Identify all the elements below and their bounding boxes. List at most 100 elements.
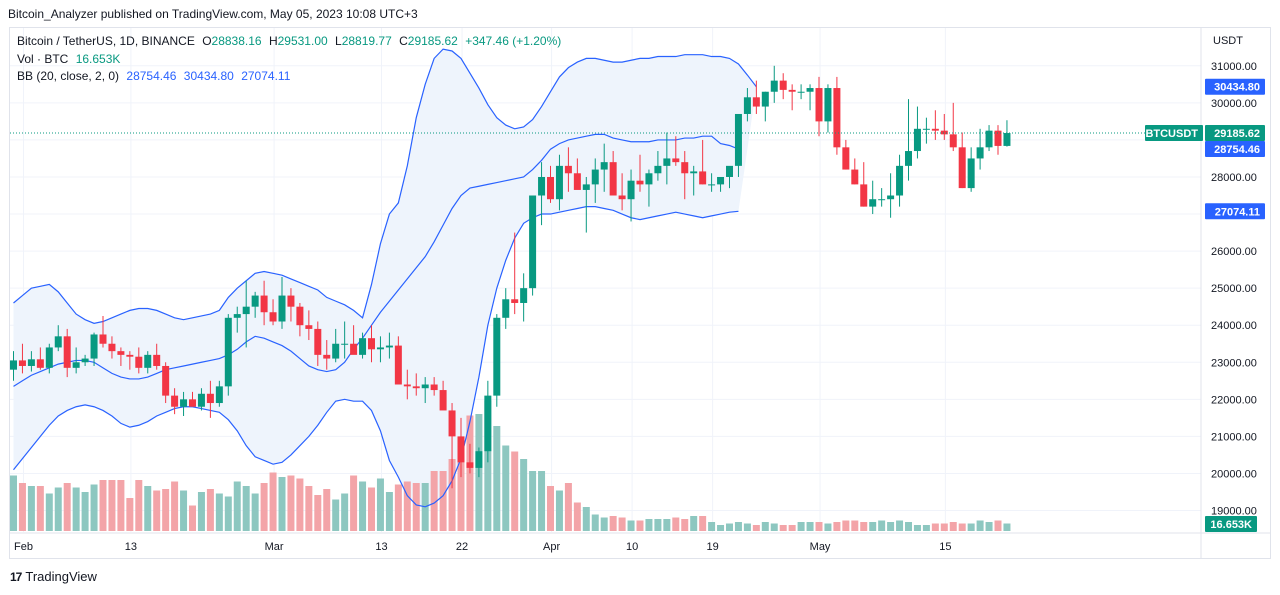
candle-body[interactable]	[726, 165, 733, 177]
candle-body[interactable]	[833, 88, 841, 148]
candle-body[interactable]	[394, 345, 402, 385]
candle-body[interactable]	[734, 113, 742, 166]
legend-bb-label[interactable]: BB (20, close, 2, 0)	[17, 69, 120, 83]
candle-body[interactable]	[457, 436, 465, 463]
candle-body[interactable]	[690, 171, 698, 174]
candle-body[interactable]	[242, 306, 250, 315]
candle-body[interactable]	[412, 386, 420, 389]
footer-brand[interactable]: 17 TradingView	[10, 569, 97, 584]
candle-body[interactable]	[806, 88, 814, 92]
candle-body[interactable]	[905, 151, 912, 166]
candle-body[interactable]	[305, 325, 313, 329]
candle-body[interactable]	[475, 451, 483, 468]
candle-body[interactable]	[108, 343, 116, 352]
candle-body[interactable]	[520, 288, 528, 303]
candle-body[interactable]	[72, 362, 80, 368]
candle-body[interactable]	[824, 88, 832, 122]
candle-body[interactable]	[699, 171, 707, 185]
candle-body[interactable]	[618, 195, 626, 200]
candle-body[interactable]	[484, 395, 492, 452]
candle-body[interactable]	[851, 169, 859, 185]
candle-body[interactable]	[99, 334, 107, 344]
candle-body[interactable]	[913, 128, 921, 152]
candle-body[interactable]	[206, 393, 214, 404]
candle-body[interactable]	[958, 147, 966, 189]
candle-body[interactable]	[564, 165, 572, 174]
candle-body[interactable]	[448, 410, 456, 437]
candle-body[interactable]	[323, 354, 331, 359]
candle-body[interactable]	[949, 134, 957, 148]
candle-body[interactable]	[90, 334, 98, 359]
candle-body[interactable]	[931, 128, 939, 131]
candle-body[interactable]	[45, 347, 53, 368]
candle-body[interactable]	[54, 336, 62, 348]
candle-body[interactable]	[421, 384, 429, 389]
candle-body[interactable]	[538, 176, 546, 196]
candle-body[interactable]	[663, 158, 671, 166]
candle-body[interactable]	[600, 162, 608, 170]
candle-body[interactable]	[627, 180, 635, 200]
candle-body[interactable]	[251, 295, 259, 307]
candle-body[interactable]	[1003, 133, 1011, 146]
candle-body[interactable]	[117, 351, 125, 355]
candle-body[interactable]	[609, 162, 617, 196]
candle-body[interactable]	[27, 359, 35, 366]
candle-body[interactable]	[439, 390, 447, 411]
candle-body[interactable]	[761, 91, 769, 107]
candle-body[interactable]	[547, 176, 554, 200]
candle-body[interactable]	[341, 343, 349, 345]
candle-body[interactable]	[215, 386, 223, 404]
candle-body[interactable]	[466, 462, 474, 468]
candle-body[interactable]	[717, 176, 725, 185]
candle-body[interactable]	[314, 328, 322, 355]
candle-body[interactable]	[555, 165, 563, 200]
candle-body[interactable]	[162, 365, 170, 396]
candle-body[interactable]	[135, 356, 143, 368]
candle-body[interactable]	[278, 295, 286, 322]
candle-body[interactable]	[233, 314, 241, 318]
candle-body[interactable]	[797, 91, 805, 93]
candle-body[interactable]	[788, 89, 796, 92]
candle-body[interactable]	[332, 343, 340, 359]
candle-body[interactable]	[180, 399, 188, 407]
candle-body[interactable]	[922, 128, 930, 130]
candle-body[interactable]	[359, 338, 367, 355]
candle-body[interactable]	[403, 384, 411, 387]
candle-body[interactable]	[529, 195, 537, 289]
candle-body[interactable]	[878, 199, 886, 201]
candle-body[interactable]	[350, 343, 358, 355]
candle-body[interactable]	[887, 195, 895, 200]
candle-body[interactable]	[770, 80, 778, 92]
candle-body[interactable]	[430, 384, 438, 391]
candle-body[interactable]	[197, 393, 205, 407]
candle-body[interactable]	[752, 97, 760, 107]
candle-body[interactable]	[967, 158, 975, 189]
candle-body[interactable]	[36, 359, 44, 368]
candle-body[interactable]	[502, 299, 510, 318]
candle-body[interactable]	[153, 354, 161, 366]
candle-body[interactable]	[869, 199, 877, 207]
candle-body[interactable]	[681, 162, 689, 174]
candle-body[interactable]	[126, 354, 134, 357]
candle-body[interactable]	[708, 184, 716, 186]
candle-body[interactable]	[81, 358, 89, 363]
candle-body[interactable]	[260, 295, 268, 313]
candle-body[interactable]	[654, 165, 662, 174]
candle-body[interactable]	[171, 395, 179, 407]
candle-body[interactable]	[985, 130, 993, 148]
candle-body[interactable]	[743, 97, 751, 114]
candle-body[interactable]	[672, 158, 680, 163]
candle-body[interactable]	[940, 130, 948, 135]
candle-body[interactable]	[296, 306, 304, 326]
candle-body[interactable]	[976, 147, 984, 159]
candle-body[interactable]	[842, 147, 850, 170]
candle-body[interactable]	[994, 130, 1002, 146]
candle-body[interactable]	[376, 347, 384, 350]
candle-body[interactable]	[493, 317, 501, 396]
candle-body[interactable]	[582, 184, 590, 190]
candle-body[interactable]	[144, 354, 152, 368]
candle-body[interactable]	[511, 299, 519, 303]
candle-body[interactable]	[63, 336, 71, 368]
candle-body[interactable]	[287, 295, 295, 307]
